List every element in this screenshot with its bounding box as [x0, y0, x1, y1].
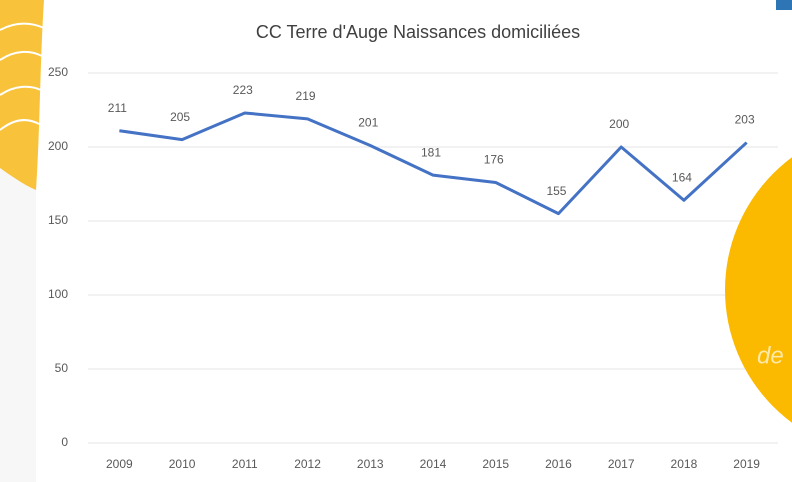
- page: {"chart_data": {"type": "line", "title":…: [0, 0, 792, 482]
- chart-title: CC Terre d'Auge Naissances domiciliées: [256, 22, 580, 42]
- x-tick-label: 2014: [420, 457, 447, 471]
- x-tick-label: 2009: [106, 457, 133, 471]
- x-tick-label: 2018: [671, 457, 698, 471]
- data-label: 219: [296, 89, 316, 103]
- data-label: 223: [233, 83, 253, 97]
- y-tick-label: 0: [61, 435, 68, 449]
- y-tick-label: 200: [48, 139, 68, 153]
- data-label: 205: [170, 110, 190, 124]
- x-tick-label: 2013: [357, 457, 384, 471]
- data-label: 155: [546, 184, 566, 198]
- overlay-text: de: [757, 342, 784, 369]
- data-label: 176: [484, 153, 504, 167]
- data-label: 201: [358, 116, 378, 130]
- x-tick-label: 2011: [232, 457, 258, 471]
- data-label: 200: [609, 117, 629, 131]
- data-label: 211: [108, 101, 127, 115]
- x-tick-label: 2016: [545, 457, 572, 471]
- y-tick-label: 100: [48, 287, 68, 301]
- data-label: 164: [672, 170, 692, 184]
- y-tick-label: 50: [55, 361, 69, 375]
- chart-area: [36, 0, 792, 482]
- x-tick-label: 2010: [169, 457, 196, 471]
- x-tick-label: 2015: [482, 457, 509, 471]
- y-tick-label: 250: [48, 65, 68, 79]
- x-tick-label: 2019: [733, 457, 760, 471]
- x-tick-label: 2012: [294, 457, 321, 471]
- x-tick-label: 2017: [608, 457, 635, 471]
- chart: CC Terre d'Auge Naissances domiciliées 0…: [0, 0, 792, 482]
- y-tick-label: 150: [48, 213, 68, 227]
- data-label: 203: [735, 113, 755, 127]
- corner-decoration: [776, 0, 792, 10]
- left-decoration: [0, 0, 44, 190]
- data-label: 181: [421, 145, 441, 159]
